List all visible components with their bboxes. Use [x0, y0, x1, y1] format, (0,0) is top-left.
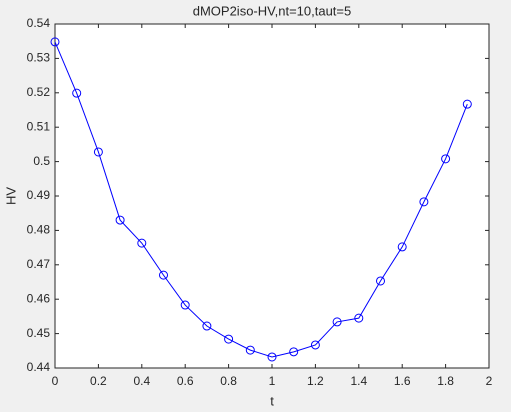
x-tick-label: 0 [52, 374, 59, 388]
y-tick-label: 0.45 [27, 326, 51, 340]
data-point [354, 313, 364, 323]
y-tick-label: 0.48 [27, 223, 51, 237]
x-axis-label: t [270, 393, 274, 408]
data-point [115, 215, 125, 225]
y-tick-label: 0.49 [27, 188, 51, 202]
y-tick-label: 0.51 [27, 119, 51, 133]
x-tick-label: 0.4 [133, 374, 150, 388]
plot-area [54, 23, 490, 369]
x-tick-label: 1.4 [350, 374, 367, 388]
data-line [54, 41, 468, 358]
y-axis-label: HV [3, 187, 18, 205]
x-tick-label: 0.6 [177, 374, 194, 388]
y-tick-label: 0.53 [27, 51, 51, 65]
data-point [310, 340, 320, 350]
data-point [441, 154, 451, 164]
data-point [245, 345, 255, 355]
data-point [224, 334, 234, 344]
y-tick-label: 0.44 [27, 360, 51, 374]
data-point [202, 321, 212, 331]
x-tick-label: 1 [269, 374, 276, 388]
x-tick-label: 1.6 [394, 374, 411, 388]
x-tick-label: 0.8 [220, 374, 237, 388]
y-tick-label: 0.46 [27, 291, 51, 305]
y-tick-label: 0.5 [33, 154, 50, 168]
data-point [137, 238, 147, 248]
chart-title: dMOP2iso-HV,nt=10,taut=5 [193, 3, 352, 18]
data-point [289, 347, 299, 357]
x-tick-label: 0.2 [90, 374, 107, 388]
data-point [419, 197, 429, 207]
x-tick-label: 2 [486, 374, 493, 388]
y-tick-label: 0.52 [27, 85, 51, 99]
data-point [332, 317, 342, 327]
data-point [267, 352, 277, 362]
y-tick-label: 0.54 [27, 16, 51, 30]
data-point [50, 37, 60, 47]
x-tick-label: 1.2 [307, 374, 324, 388]
data-point [159, 270, 168, 280]
data-point [93, 147, 103, 157]
data-point [72, 88, 82, 98]
x-tick-label: 1.8 [437, 374, 454, 388]
data-point [376, 276, 385, 286]
y-tick-label: 0.47 [27, 257, 51, 271]
data-point [180, 300, 190, 310]
data-point [462, 99, 472, 109]
data-point [397, 242, 407, 252]
